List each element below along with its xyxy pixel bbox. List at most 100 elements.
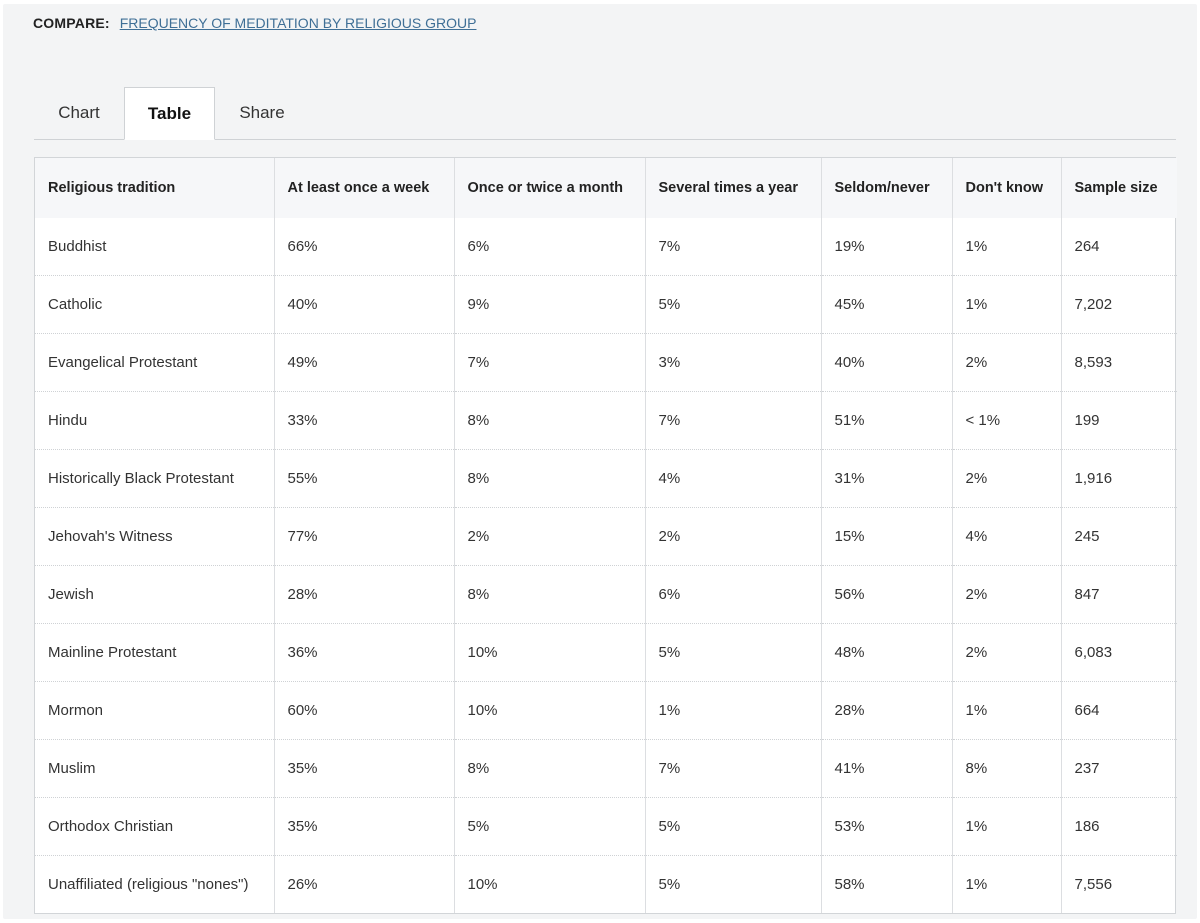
table-row: Jehovah's Witness 77% 2% 2% 15% 4% 245: [35, 507, 1177, 566]
table-row: Jewish 28% 8% 6% 56% 2% 847: [35, 565, 1177, 624]
table-cell: 245: [1061, 507, 1177, 566]
table-cell: 5%: [645, 855, 822, 913]
table-cell: 8%: [454, 739, 646, 798]
table-cell: 51%: [821, 391, 953, 450]
table-cell: 6%: [454, 218, 646, 276]
column-header: Several times a year: [645, 158, 822, 218]
row-label-cell: Historically Black Protestant: [35, 449, 275, 508]
column-header: Once or twice a month: [454, 158, 646, 218]
table-cell: 7,556: [1061, 855, 1177, 913]
table-cell: 2%: [454, 507, 646, 566]
table-cell: < 1%: [952, 391, 1062, 450]
table-cell: 7%: [645, 739, 822, 798]
column-header: Religious tradition: [35, 158, 275, 218]
row-label-cell: Hindu: [35, 391, 275, 450]
table-cell: 5%: [645, 275, 822, 334]
table-cell: 7%: [645, 391, 822, 450]
compare-bar: COMPARE: FREQUENCY OF MEDITATION BY RELI…: [33, 14, 476, 32]
table-cell: 10%: [454, 855, 646, 913]
table-row: Unaffiliated (religious "nones") 26% 10% 5%…: [35, 855, 1177, 913]
table-cell: 2%: [952, 565, 1062, 624]
row-label-cell: Evangelical Protestant: [35, 333, 275, 392]
table-cell: 264: [1074, 238, 1100, 255]
table-cell: 26%: [274, 855, 455, 913]
table-body: Buddhist 66% 6% 7% 19% 1% 264 Catholic 40% 9% 5% 45…: [35, 218, 1177, 913]
table-cell: 19%: [821, 218, 953, 276]
table-cell: 40%: [821, 333, 953, 392]
table-cell: 7%: [454, 333, 646, 392]
table-cell: 199: [1061, 391, 1177, 450]
row-label-cell: Jewish: [35, 565, 275, 624]
table-cell: 1%: [952, 275, 1062, 334]
table-cell: 33%: [274, 391, 455, 450]
table-cell: 2%: [952, 333, 1062, 392]
table-row: Buddhist 66% 6% 7% 19% 1% 264: [35, 218, 1177, 276]
table-cell: 58%: [821, 855, 953, 913]
row-label-cell: Jehovah's Witness: [35, 507, 275, 566]
table-cell: 35%: [274, 797, 455, 856]
compare-link[interactable]: FREQUENCY OF MEDITATION BY RELIGIOUS GRO…: [119, 15, 477, 31]
table-cell: 31%: [821, 449, 953, 508]
row-label-cell: Muslim: [35, 739, 275, 798]
table-cell: 10%: [454, 623, 646, 682]
table-cell: 15%: [821, 507, 953, 566]
table-row: Orthodox Christian 35% 5% 5% 53% 1% 186: [35, 797, 1177, 856]
data-table-container: Religious tradition At least once a week…: [34, 157, 1177, 914]
tab-table[interactable]: Table: [124, 87, 215, 140]
table-cell: 77%: [274, 507, 455, 566]
meditation-frequency-table: Religious tradition At least once a week…: [35, 158, 1177, 913]
table-cell: 3%: [645, 333, 822, 392]
table-cell: 53%: [821, 797, 953, 856]
table-cell: 1%: [952, 218, 1062, 276]
table-cell: 2%: [952, 623, 1062, 682]
table-cell: 36%: [274, 623, 455, 682]
table-cell: 5%: [645, 623, 822, 682]
table-cell: 28%: [274, 565, 455, 624]
table-cell: 664: [1061, 681, 1177, 740]
row-label-cell: Unaffiliated (religious "nones"): [35, 855, 275, 913]
row-label-cell: Orthodox Christian: [35, 797, 275, 856]
column-header: Sample size: [1061, 158, 1177, 218]
table-cell: 5%: [645, 797, 822, 856]
table-cell: 45%: [821, 275, 953, 334]
table-cell: 7,202: [1061, 275, 1177, 334]
table-cell: 35%: [274, 739, 455, 798]
table-row: Catholic 40% 9% 5% 45% 1% 7,202: [35, 275, 1177, 334]
table-cell: 28%: [821, 681, 953, 740]
table-header-row: Religious tradition At least once a week…: [35, 158, 1177, 218]
table-cell: 237: [1061, 739, 1177, 798]
tab-share[interactable]: Share: [239, 103, 285, 122]
table-cell: 2%: [645, 507, 822, 566]
table-cell: 847: [1061, 565, 1177, 624]
row-label-cell: Buddhist: [35, 218, 275, 276]
table-row: Historically Black Protestant 55% 8% 4% 31% 2…: [35, 449, 1177, 508]
table-cell: 9%: [454, 275, 646, 334]
table-cell: 48%: [821, 623, 953, 682]
table-row: Hindu 33% 8% 7% 51% < 1% 199: [35, 391, 1177, 450]
tab-chart[interactable]: Chart: [58, 103, 100, 122]
table-cell: 8%: [454, 391, 646, 450]
table-cell: 4%: [952, 507, 1062, 566]
table-cell: 56%: [821, 565, 953, 624]
compare-panel: COMPARE: FREQUENCY OF MEDITATION BY RELI…: [3, 4, 1197, 919]
table-cell: 60%: [274, 681, 455, 740]
table-cell: 41%: [821, 739, 953, 798]
table-cell: 66%: [274, 218, 455, 276]
table-cell: 55%: [274, 449, 455, 508]
table-cell: 1%: [952, 797, 1062, 856]
table-row: Mormon 60% 10% 1% 28% 1% 664: [35, 681, 1177, 740]
table-cell: 186: [1061, 797, 1177, 856]
table-cell: 1%: [952, 681, 1062, 740]
table-cell: 40%: [274, 275, 455, 334]
table-cell: 5%: [454, 797, 646, 856]
table-cell: 1%: [645, 681, 822, 740]
table-cell: 4%: [645, 449, 822, 508]
table-cell: 1,916: [1061, 449, 1177, 508]
row-label-cell: Mormon: [35, 681, 275, 740]
table-cell: 8%: [454, 449, 646, 508]
table-cell: 1%: [952, 855, 1062, 913]
table-cell: 49%: [274, 333, 455, 392]
table-row: Mainline Protestant 36% 10% 5% 48% 2% 6,083: [35, 623, 1177, 682]
table-cell: 8%: [952, 739, 1062, 798]
table-cell: 6,083: [1061, 623, 1177, 682]
